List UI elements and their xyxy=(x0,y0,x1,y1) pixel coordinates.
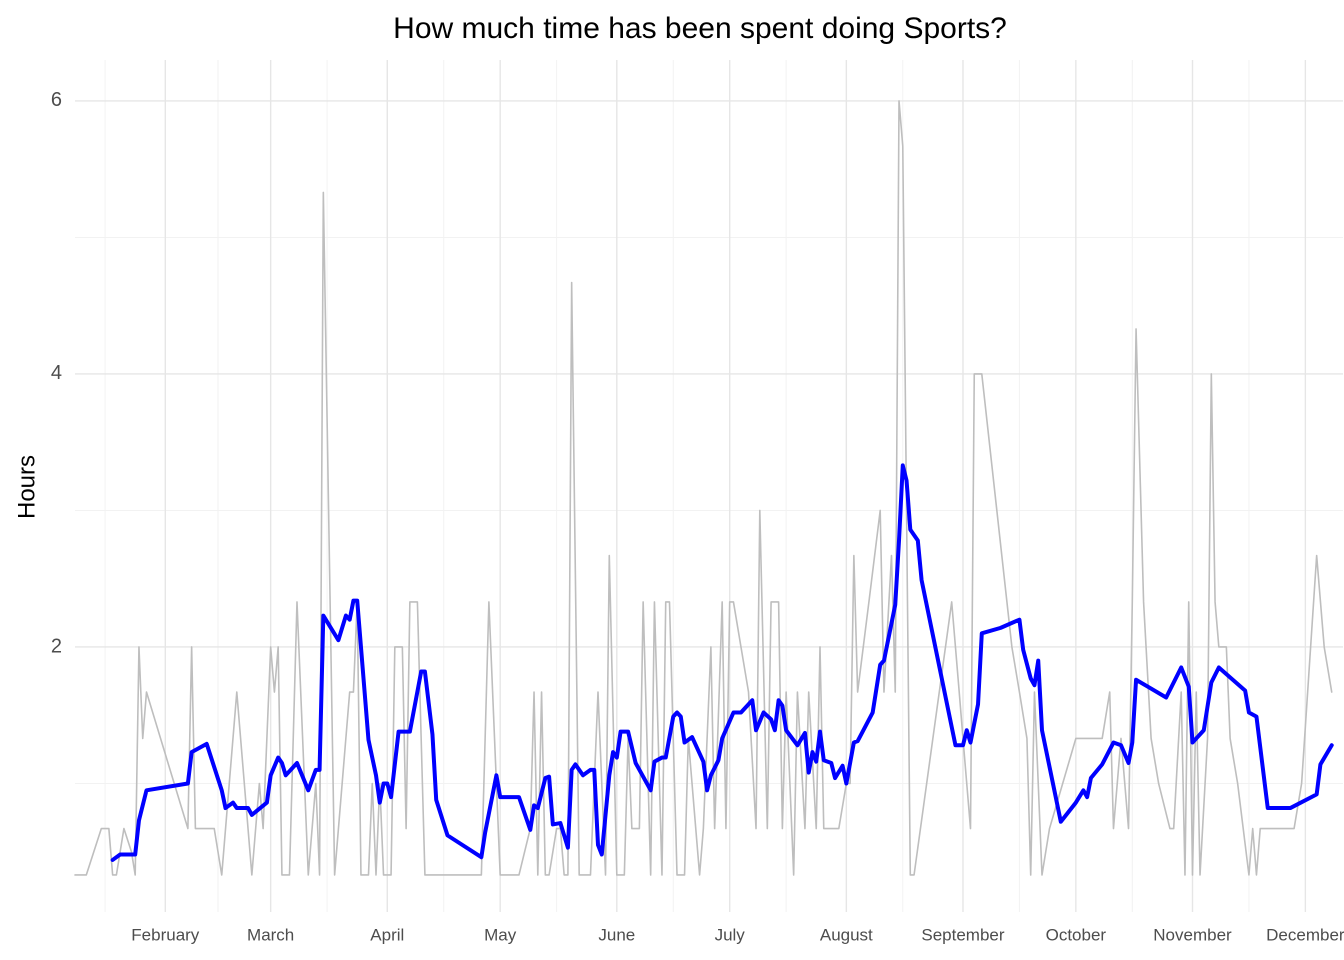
x-tick-label: August xyxy=(820,925,873,944)
chart-title: How much time has been spent doing Sport… xyxy=(393,12,1007,45)
y-tick-label: 2 xyxy=(51,635,62,657)
x-tick-label: June xyxy=(598,925,635,944)
grid xyxy=(75,60,1343,912)
x-tick-label: May xyxy=(484,925,517,944)
series-line xyxy=(74,100,1333,876)
y-tick-label: 6 xyxy=(51,89,62,111)
x-tick-label: July xyxy=(715,925,746,944)
y-tick-label: 4 xyxy=(51,362,62,384)
y-axis-label: Hours xyxy=(13,455,40,519)
x-tick-label: April xyxy=(370,925,404,944)
lines xyxy=(74,100,1334,876)
x-tick-label: December xyxy=(1266,925,1344,944)
x-tick-label: October xyxy=(1046,925,1107,944)
series-line xyxy=(110,463,1334,862)
x-tick-label: September xyxy=(921,925,1004,944)
x-tick-label: February xyxy=(131,925,200,944)
x-tick-label: March xyxy=(247,925,294,944)
x-tick-label: November xyxy=(1153,925,1232,944)
